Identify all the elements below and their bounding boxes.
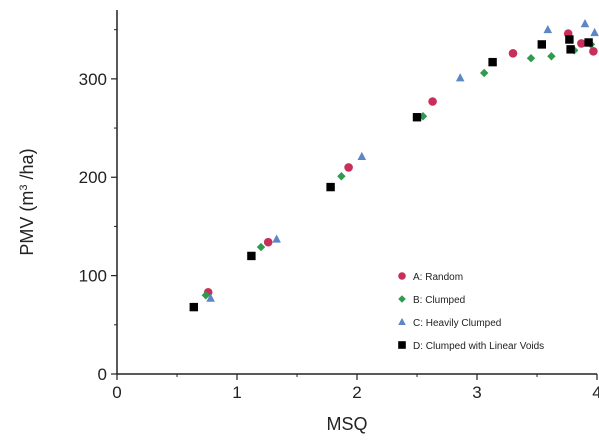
data-point-square	[412, 113, 422, 122]
data-point-square	[566, 45, 575, 54]
data-point-square	[488, 57, 497, 67]
series-square	[189, 35, 593, 312]
y-axis-title-tail: /ha)	[17, 148, 37, 184]
data-point-square	[189, 302, 198, 312]
axes	[116, 10, 597, 375]
series-triangle	[206, 19, 599, 302]
data-point-circle	[577, 39, 586, 48]
y-tick-label: 300	[79, 70, 107, 89]
tick-group: 0 1 2 3 4 0 100 200 300	[79, 29, 599, 402]
data-point-triangle	[272, 234, 281, 243]
x-tick-label: 2	[352, 383, 361, 402]
series-circle	[203, 29, 598, 297]
data-point-circle	[508, 48, 518, 58]
data-point-circle	[589, 47, 598, 56]
legend-marker-triangle	[398, 317, 406, 326]
legend-marker-circle	[398, 272, 406, 280]
data-point-circle	[263, 237, 273, 247]
data-point-diamond	[526, 54, 536, 63]
legend-marker-diamond	[398, 295, 406, 303]
data-point-square	[565, 35, 574, 44]
x-tick-label: 4	[592, 383, 599, 402]
y-tick-label: 100	[79, 267, 107, 286]
legend-label: B: Clumped	[413, 295, 465, 306]
data-point-diamond	[256, 242, 266, 252]
legend-marker-square	[398, 341, 406, 349]
legend-label: A: Random	[413, 272, 463, 283]
data-point-diamond	[547, 52, 556, 61]
data-point-square	[537, 40, 546, 49]
x-axis-title: MSQ	[326, 414, 367, 434]
y-axis-title-superscript: 3	[18, 184, 30, 190]
data-point-circle	[428, 97, 437, 106]
data-point-triangle	[357, 151, 367, 161]
data-point-square	[326, 182, 335, 192]
data-point-triangle	[590, 27, 599, 37]
y-tick-label: 0	[98, 365, 107, 384]
x-tick-label: 3	[472, 383, 481, 402]
data-point-triangle	[543, 24, 553, 34]
data-point-triangle	[580, 19, 590, 28]
data-point-triangle	[455, 73, 465, 82]
data-point-diamond	[480, 68, 489, 78]
data-point-triangle	[206, 293, 215, 302]
legend: A: Random B: Clumped C: Heavily Clumped D: …	[398, 272, 544, 352]
data-point-diamond	[337, 172, 346, 181]
data-point-circle	[344, 163, 353, 172]
data-point-diamond	[201, 291, 210, 300]
data-point-square	[247, 251, 256, 261]
data-point-square	[584, 38, 593, 47]
y-tick-label: 200	[79, 168, 107, 187]
legend-label: D: Clumped with Linear Voids	[413, 341, 544, 352]
x-tick-label: 0	[112, 383, 121, 402]
data-points	[189, 19, 599, 312]
legend-label: C: Heavily Clumped	[413, 318, 501, 329]
y-axis-title: PMV (m3 /ha)	[17, 148, 37, 255]
y-axis-title-main: PMV (m	[17, 191, 37, 256]
x-tick-label: 1	[232, 383, 241, 402]
series-diamond	[201, 40, 596, 300]
